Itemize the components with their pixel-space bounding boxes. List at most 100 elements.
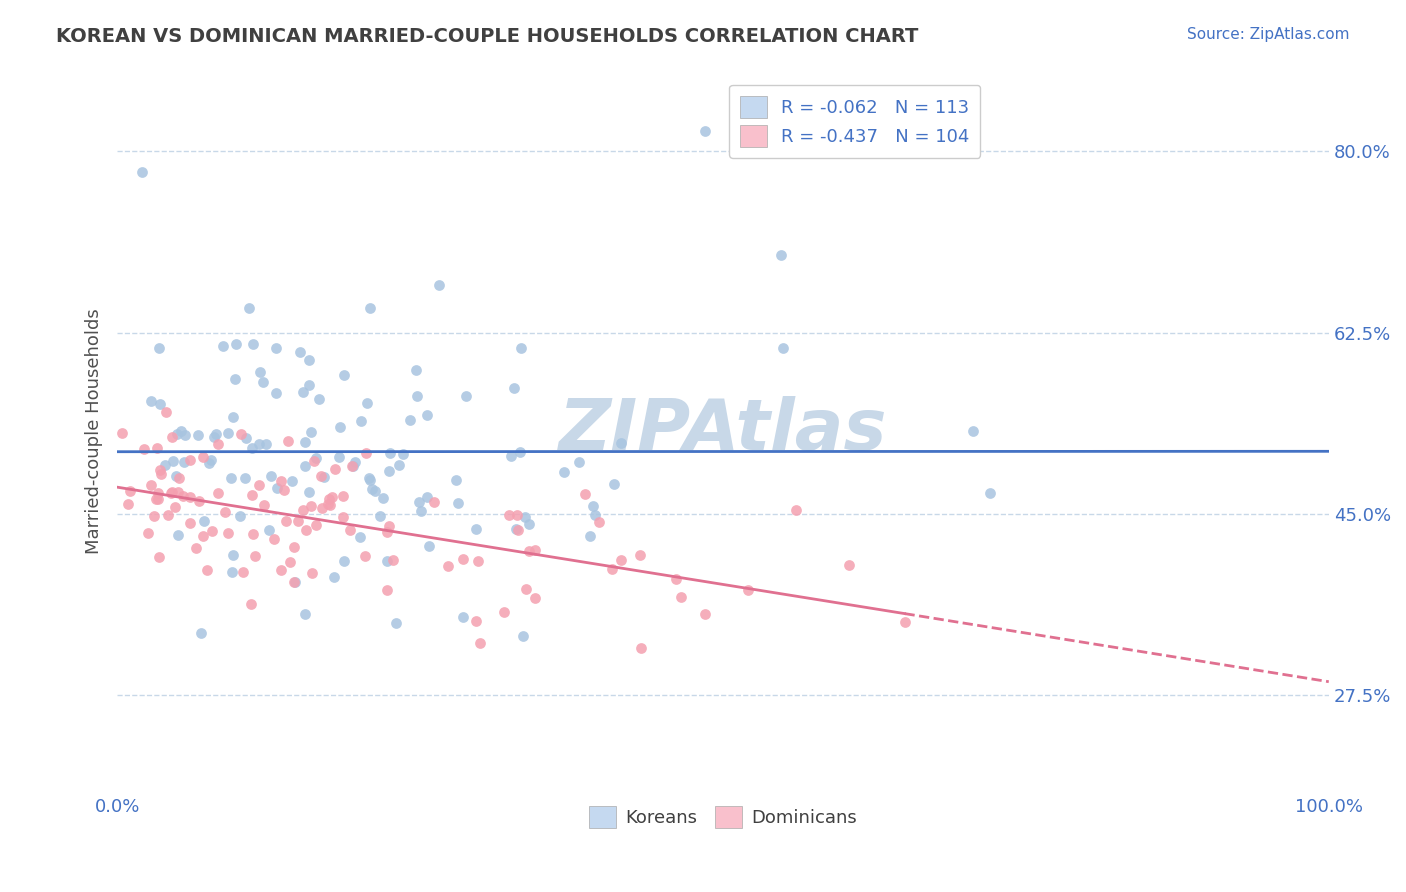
- Point: [446, 473, 468, 487]
- Legend: Koreans, Dominicans: Koreans, Dominicans: [582, 798, 865, 835]
- Point: [513, 509, 536, 524]
- Point: [553, 465, 575, 479]
- Point: [630, 548, 652, 562]
- Point: [201, 524, 224, 538]
- Point: [141, 477, 163, 491]
- Point: [630, 641, 652, 656]
- Point: [207, 486, 229, 500]
- Point: [574, 487, 596, 501]
- Point: [693, 123, 716, 137]
- Point: [354, 446, 377, 460]
- Point: [167, 471, 190, 485]
- Point: [354, 549, 377, 563]
- Point: [979, 486, 1001, 500]
- Point: [770, 248, 793, 262]
- Point: [212, 339, 235, 353]
- Point: [305, 517, 328, 532]
- Point: [411, 504, 433, 518]
- Point: [225, 337, 247, 351]
- Point: [193, 450, 215, 464]
- Point: [515, 582, 537, 596]
- Point: [512, 629, 534, 643]
- Point: [219, 471, 242, 485]
- Point: [523, 543, 546, 558]
- Point: [231, 426, 253, 441]
- Point: [195, 563, 218, 577]
- Point: [221, 565, 243, 579]
- Point: [323, 570, 346, 584]
- Point: [454, 389, 477, 403]
- Point: [160, 430, 183, 444]
- Point: [665, 572, 688, 586]
- Point: [153, 458, 176, 472]
- Point: [139, 394, 162, 409]
- Point: [467, 554, 489, 568]
- Point: [283, 540, 305, 554]
- Point: [406, 388, 429, 402]
- Point: [405, 363, 427, 377]
- Point: [163, 500, 186, 514]
- Point: [342, 458, 364, 473]
- Point: [214, 505, 236, 519]
- Point: [506, 508, 529, 522]
- Point: [145, 492, 167, 507]
- Point: [191, 528, 214, 542]
- Point: [340, 459, 363, 474]
- Point: [343, 455, 366, 469]
- Point: [357, 471, 380, 485]
- Point: [257, 523, 280, 537]
- Point: [148, 341, 170, 355]
- Point: [350, 415, 373, 429]
- Point: [339, 523, 361, 537]
- Point: [451, 609, 474, 624]
- Point: [217, 426, 239, 441]
- Point: [298, 484, 321, 499]
- Point: [221, 548, 243, 562]
- Point: [447, 496, 470, 510]
- Point: [266, 481, 288, 495]
- Point: [270, 474, 292, 488]
- Point: [893, 615, 915, 629]
- Point: [962, 424, 984, 438]
- Point: [517, 516, 540, 531]
- Point: [292, 385, 315, 400]
- Point: [371, 491, 394, 505]
- Text: KOREAN VS DOMINICAN MARRIED-COUPLE HOUSEHOLDS CORRELATION CHART: KOREAN VS DOMINICAN MARRIED-COUPLE HOUSE…: [56, 27, 918, 45]
- Point: [387, 458, 409, 472]
- Point: [524, 591, 547, 605]
- Point: [436, 558, 458, 573]
- Point: [319, 498, 342, 512]
- Point: [451, 552, 474, 566]
- Point: [311, 468, 333, 483]
- Point: [509, 445, 531, 459]
- Point: [468, 636, 491, 650]
- Point: [290, 344, 312, 359]
- Y-axis label: Married-couple Households: Married-couple Households: [86, 308, 103, 554]
- Point: [149, 397, 172, 411]
- Point: [298, 352, 321, 367]
- Point: [253, 498, 276, 512]
- Point: [222, 409, 245, 424]
- Point: [252, 375, 274, 389]
- Point: [190, 626, 212, 640]
- Point: [588, 515, 610, 529]
- Point: [172, 489, 194, 503]
- Point: [418, 540, 440, 554]
- Point: [308, 392, 330, 406]
- Point: [160, 486, 183, 500]
- Point: [170, 424, 193, 438]
- Point: [314, 470, 336, 484]
- Point: [136, 526, 159, 541]
- Point: [502, 381, 524, 395]
- Point: [146, 485, 169, 500]
- Point: [321, 490, 343, 504]
- Point: [578, 528, 600, 542]
- Point: [377, 518, 399, 533]
- Point: [242, 336, 264, 351]
- Point: [148, 550, 170, 565]
- Point: [609, 553, 631, 567]
- Point: [375, 582, 398, 597]
- Point: [270, 563, 292, 577]
- Point: [167, 528, 190, 542]
- Point: [188, 493, 211, 508]
